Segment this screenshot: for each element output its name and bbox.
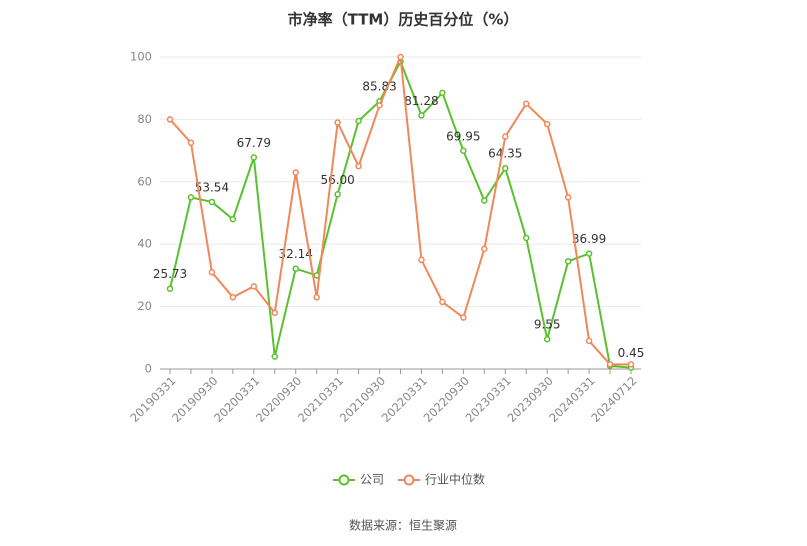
data-point bbox=[418, 112, 425, 119]
data-point bbox=[271, 353, 279, 360]
data-point bbox=[208, 198, 216, 206]
legend-marker bbox=[338, 474, 350, 486]
data-point bbox=[166, 285, 174, 292]
data-point bbox=[627, 361, 635, 368]
series-line bbox=[169, 53, 631, 366]
chart-title: 市净率（TTM）历史百分位（%） bbox=[288, 11, 519, 29]
data-point bbox=[564, 258, 572, 265]
data-point bbox=[522, 100, 530, 108]
data-point bbox=[355, 117, 362, 125]
legend-label: 行业中位数 bbox=[425, 472, 485, 487]
data-point bbox=[250, 154, 258, 161]
data-point bbox=[271, 309, 279, 317]
data-point bbox=[292, 265, 299, 272]
data-label: 56.00 bbox=[320, 173, 354, 187]
legend-label: 公司 bbox=[360, 473, 384, 487]
data-point bbox=[250, 283, 258, 290]
data-label: 32.14 bbox=[279, 247, 313, 261]
data-label: 25.73 bbox=[153, 267, 187, 281]
data-point bbox=[460, 314, 467, 321]
data-point bbox=[187, 194, 195, 201]
y-tick-label: 20 bbox=[137, 299, 152, 313]
data-point bbox=[585, 250, 593, 257]
y-tick-label: 60 bbox=[137, 174, 152, 188]
data-point bbox=[439, 298, 446, 306]
data-point bbox=[376, 102, 383, 109]
data-point bbox=[502, 133, 509, 140]
series-line bbox=[169, 59, 632, 369]
y-tick-label: 0 bbox=[145, 362, 152, 376]
data-point bbox=[397, 53, 404, 61]
data-point bbox=[208, 269, 216, 276]
data-label: 81.28 bbox=[404, 94, 438, 108]
data-label: 36.99 bbox=[572, 232, 606, 246]
data-point bbox=[543, 335, 551, 343]
data-point bbox=[439, 89, 446, 97]
data-label: 53.54 bbox=[195, 180, 229, 194]
data-point bbox=[481, 245, 488, 253]
data-point bbox=[187, 139, 195, 147]
y-tick-label: 100 bbox=[130, 50, 152, 64]
data-label: 0.45 bbox=[618, 346, 645, 360]
data-point bbox=[229, 293, 237, 301]
data-label: 67.79 bbox=[237, 136, 271, 150]
x-tick-label: 20240712 bbox=[588, 374, 639, 425]
data-point bbox=[502, 164, 509, 172]
data-point bbox=[481, 197, 488, 204]
y-tick-label: 40 bbox=[137, 237, 152, 251]
data-point bbox=[418, 256, 425, 264]
data-point bbox=[460, 147, 467, 155]
data-point bbox=[585, 337, 593, 345]
data-point bbox=[166, 116, 174, 123]
data-label: 69.95 bbox=[446, 129, 480, 143]
data-point bbox=[355, 162, 362, 170]
data-label: 9.55 bbox=[534, 318, 561, 332]
data-point bbox=[522, 234, 530, 242]
data-point bbox=[334, 119, 341, 126]
data-point bbox=[334, 191, 341, 198]
data-point bbox=[543, 120, 551, 128]
data-point bbox=[292, 169, 299, 176]
data-label: 85.83 bbox=[362, 80, 396, 94]
source: 数据来源：恒生聚源 bbox=[349, 518, 457, 533]
y-tick-label: 80 bbox=[137, 112, 152, 126]
data-point bbox=[229, 215, 237, 223]
data-point bbox=[606, 361, 614, 368]
data-label: 64.35 bbox=[488, 147, 522, 161]
legend-marker bbox=[403, 474, 415, 486]
data-point bbox=[564, 194, 572, 201]
data-point bbox=[313, 293, 320, 301]
